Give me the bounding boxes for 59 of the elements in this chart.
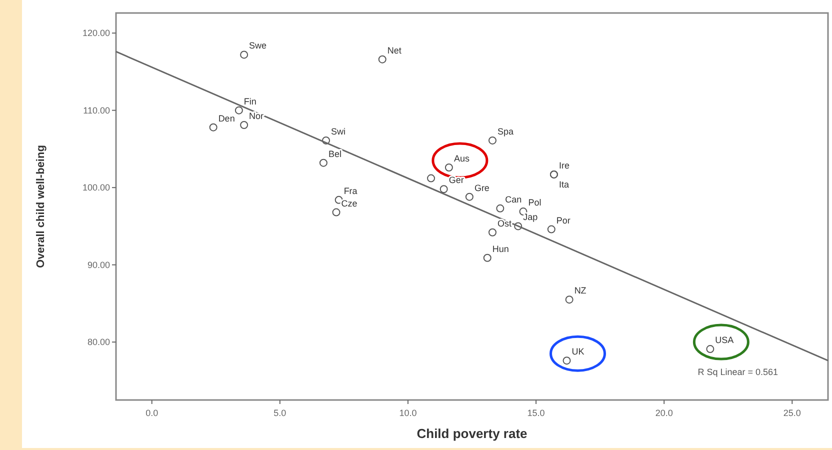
y-tick-label: 110.00 [83,105,110,116]
x-tick-label: 20.0 [655,408,673,418]
annotation: Nor [249,111,264,122]
annotation: Bel [328,148,342,159]
annotation: Aus [454,153,470,164]
annotation: Fin [244,96,256,106]
point [562,356,571,365]
point [240,121,248,130]
y-tick-label: 80.00 [87,337,110,348]
y-tick-label: 120.00 [82,28,110,38]
y-axis-title: Overall child well-being [35,145,47,268]
point [444,163,453,172]
annotation: Net [387,45,402,56]
point [706,345,714,354]
x-tick-label: 25.0 [783,408,801,418]
point [319,158,328,167]
point [427,174,436,182]
point [322,136,330,144]
point [240,50,248,59]
x-tick-label: 5.0 [274,408,286,418]
point [483,254,492,262]
annotation: Swe [249,40,267,51]
point [440,185,448,194]
x-tick-label: 10.0 [399,408,417,418]
point [378,55,386,64]
annotation: Den [218,113,235,124]
point [547,225,556,234]
point [334,196,343,204]
point [209,123,218,132]
annotation: Fra [344,186,358,196]
y-tick-label: 100.00 [82,182,110,193]
annotation: Can [505,194,522,204]
annotation: Pol [528,198,542,208]
annotation: NZ [574,286,587,296]
point [496,204,504,212]
point [234,106,243,114]
point [488,136,496,144]
annotation: Jap [523,212,538,222]
x-tick-label: 15.0 [527,408,545,418]
annotation: R Sq Linear = 0.561 [698,367,778,377]
annotation: Ita [558,179,569,190]
point [514,222,522,230]
y-tick-label: 90.00 [87,260,110,270]
annotation: Por [556,215,570,226]
annotation: Swi [331,126,346,136]
point [465,192,474,201]
point [565,296,574,304]
annotation: USA [715,335,734,346]
annotation: Hun [492,244,509,254]
annotation: Gre [474,182,490,193]
annotation: Cze [341,198,358,208]
annotation: UK [572,346,584,357]
x-axis-title: Child poverty rate [416,426,528,441]
x-tick-label: 0.0 [146,408,158,418]
point [488,228,496,236]
annotation: Ost [497,218,512,228]
point [332,208,340,216]
annotation: Spa [497,126,514,136]
annotation: Ire [558,160,570,170]
